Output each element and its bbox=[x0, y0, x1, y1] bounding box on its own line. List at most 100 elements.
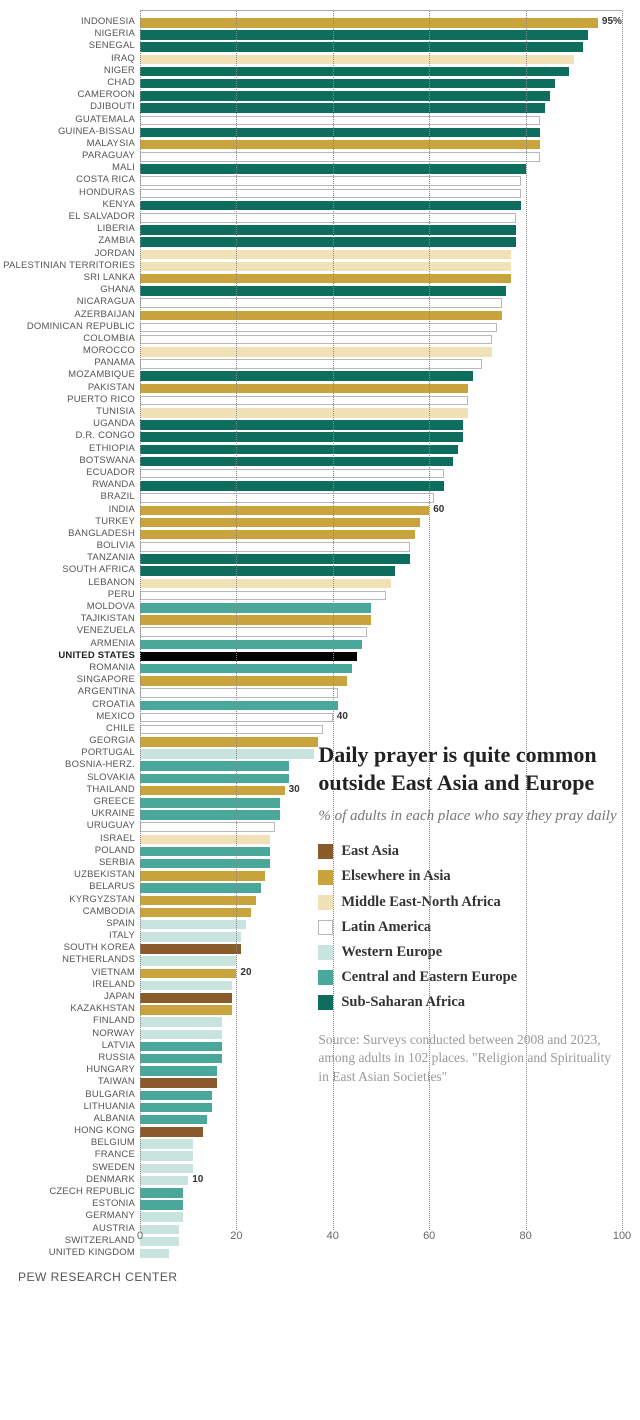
country-label: IRELAND bbox=[92, 979, 140, 991]
bar bbox=[140, 359, 482, 369]
bar-row: CHILE bbox=[140, 724, 622, 736]
legend-row: Sub-Saharan Africa bbox=[318, 991, 618, 1014]
axis-tick: 60 bbox=[423, 1230, 435, 1242]
bar bbox=[140, 1164, 193, 1174]
bar bbox=[140, 737, 318, 747]
bar-row: DOMINICAN REPUBLIC bbox=[140, 322, 622, 334]
country-label: NIGER bbox=[104, 65, 140, 77]
bar bbox=[140, 481, 444, 491]
country-label: BRAZIL bbox=[101, 491, 140, 503]
gridline bbox=[236, 11, 237, 1230]
country-label: MEXICO bbox=[96, 711, 140, 723]
bar-row: RWANDA bbox=[140, 480, 622, 492]
bar bbox=[140, 1066, 217, 1076]
source-note: Source: Surveys conducted between 2008 a… bbox=[318, 1031, 618, 1088]
country-label: KYRGYZSTAN bbox=[69, 894, 140, 906]
bar-row: CHAD bbox=[140, 78, 622, 90]
bar bbox=[140, 1115, 207, 1125]
bar-row: PANAMA bbox=[140, 358, 622, 370]
bar-row: SOUTH AFRICA bbox=[140, 565, 622, 577]
bar bbox=[140, 981, 232, 991]
bar bbox=[140, 457, 453, 467]
country-label: PAKISTAN bbox=[88, 382, 140, 394]
country-label: GREECE bbox=[94, 796, 140, 808]
bar bbox=[140, 1139, 193, 1149]
bar-row: ETHIOPIA bbox=[140, 444, 622, 456]
country-label: CHILE bbox=[106, 723, 140, 735]
country-label: CZECH REPUBLIC bbox=[49, 1186, 140, 1198]
bar-row: CAMEROON bbox=[140, 90, 622, 102]
x-axis: 020406080100 bbox=[140, 1230, 622, 1246]
country-label: LATVIA bbox=[102, 1040, 140, 1052]
bar-row: GUINEA-BISSAU bbox=[140, 127, 622, 139]
bar-row: NIGER bbox=[140, 66, 622, 78]
bar bbox=[140, 1176, 188, 1186]
bar-row: GHANA bbox=[140, 285, 622, 297]
country-label: VIETNAM bbox=[91, 967, 140, 979]
bar bbox=[140, 79, 555, 89]
bar-row: MOLDOVA bbox=[140, 602, 622, 614]
bar bbox=[140, 384, 468, 394]
gridline bbox=[333, 11, 334, 1230]
axis-tick: 100 bbox=[613, 1230, 631, 1242]
bar bbox=[140, 371, 473, 381]
country-label: COSTA RICA bbox=[76, 174, 140, 186]
bar bbox=[140, 347, 492, 357]
country-label: NIGERIA bbox=[95, 28, 140, 40]
bar bbox=[140, 445, 458, 455]
country-label: IRAQ bbox=[111, 53, 140, 65]
bar bbox=[140, 55, 574, 65]
country-label: NETHERLANDS bbox=[62, 954, 140, 966]
bar-row: BOLIVIA bbox=[140, 541, 622, 553]
bar bbox=[140, 761, 289, 771]
bar-row: HONG KONG bbox=[140, 1126, 622, 1138]
country-label: THAILAND bbox=[86, 784, 140, 796]
bar bbox=[140, 1249, 169, 1259]
bar bbox=[140, 116, 540, 126]
country-label: LIBERIA bbox=[97, 223, 140, 235]
subhead: % of adults in each place who say they p… bbox=[318, 806, 618, 826]
bar-row: SINGAPORE bbox=[140, 675, 622, 687]
bar bbox=[140, 18, 598, 28]
bar bbox=[140, 664, 352, 674]
axis-tick: 80 bbox=[519, 1230, 531, 1242]
bar-row: SRI LANKA bbox=[140, 273, 622, 285]
bar bbox=[140, 335, 492, 345]
legend-label: East Asia bbox=[341, 840, 399, 863]
legend-row: Elsewhere in Asia bbox=[318, 865, 618, 888]
bar-row: TUNISIA bbox=[140, 407, 622, 419]
country-label: JAPAN bbox=[104, 991, 140, 1003]
bar bbox=[140, 506, 429, 516]
country-label: TUNISIA bbox=[96, 406, 140, 418]
gridline bbox=[622, 11, 623, 1230]
country-label: HONG KONG bbox=[74, 1125, 140, 1137]
bar-row: COSTA RICA bbox=[140, 175, 622, 187]
country-label: COLOMBIA bbox=[83, 333, 140, 345]
country-label: D.R. CONGO bbox=[75, 430, 140, 442]
country-label: GEORGIA bbox=[89, 735, 140, 747]
bar bbox=[140, 1151, 193, 1161]
country-label: UNITED KINGDOM bbox=[49, 1247, 140, 1259]
bar bbox=[140, 262, 511, 272]
legend-swatch bbox=[318, 870, 333, 885]
country-label: TANZANIA bbox=[87, 552, 140, 564]
country-label: NICARAGUA bbox=[77, 296, 140, 308]
country-label: PERU bbox=[108, 589, 140, 601]
bar bbox=[140, 835, 270, 845]
bar-row: BELGIUM bbox=[140, 1138, 622, 1150]
bar bbox=[140, 140, 540, 150]
bar-row: TANZANIA bbox=[140, 553, 622, 565]
country-label: DOMINICAN REPUBLIC bbox=[27, 321, 140, 333]
country-label: SOUTH KOREA bbox=[64, 942, 140, 954]
bar bbox=[140, 603, 371, 613]
bar-row: FRANCE bbox=[140, 1150, 622, 1162]
legend-swatch bbox=[318, 920, 333, 935]
value-label: 60 bbox=[429, 504, 444, 516]
bar bbox=[140, 1212, 183, 1222]
bar bbox=[140, 469, 444, 479]
bar-row: PUERTO RICO bbox=[140, 395, 622, 407]
legend-row: Latin America bbox=[318, 916, 618, 939]
bar-row: MOROCCO bbox=[140, 346, 622, 358]
axis-tick: 0 bbox=[137, 1230, 143, 1242]
bar-row: ZAMBIA bbox=[140, 236, 622, 248]
